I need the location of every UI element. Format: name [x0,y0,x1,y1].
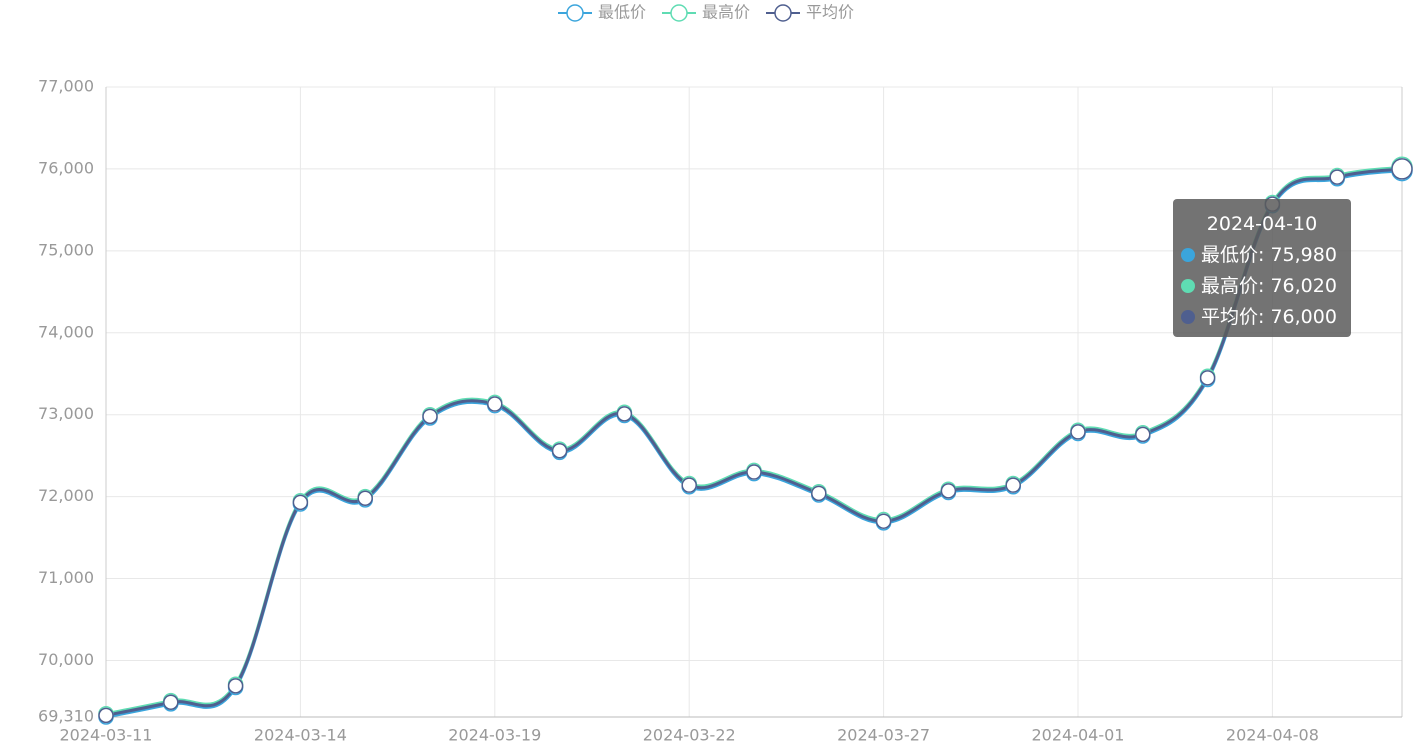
data-point [1199,370,1216,386]
data-point [422,408,438,425]
tooltip-row: 平均价: 76,000 [1181,302,1343,333]
data-point [98,707,114,724]
tooltip-dot [1181,310,1195,324]
data-point [1005,477,1021,493]
data-point [163,694,179,711]
y-tick-label: 74,000 [38,322,94,341]
y-tick-label: 76,000 [38,158,94,177]
x-tick-label: 2024-04-01 [1032,726,1125,745]
x-tick-label: 2024-03-19 [448,726,541,745]
legend-item: 平均价 [766,3,854,22]
y-tick-label: 71,000 [38,568,94,587]
x-tick-label: 2024-04-08 [1226,726,1319,745]
data-point [292,494,309,511]
tooltip: 2024-04-10 最低价: 75,980 最高价: 76,020 平均价: 76,… [1173,199,1351,337]
data-point [1329,169,1345,185]
y-tick-label: 69,310 [38,707,94,726]
legend-label: 最低价 [598,3,646,22]
x-tick-label: 2024-03-27 [837,726,930,745]
tooltip-row: 最高价: 76,020 [1181,271,1343,302]
x-tick-label: 2024-03-14 [254,726,347,745]
data-point [811,485,827,502]
tooltip-title: 2024-04-10 [1206,213,1318,235]
data-point [357,490,373,507]
legend-label: 最高价 [702,3,750,22]
data-point [551,442,568,459]
data-point [746,464,762,480]
y-tick-label: 77,000 [38,77,94,96]
data-point [940,483,957,499]
legend-item: 最高价 [662,3,750,22]
tooltip-row: 最低价: 75,980 [1181,240,1343,271]
legend-label: 平均价 [806,3,854,22]
tooltip-text: 平均价: 76,000 [1201,306,1337,328]
data-point [616,406,633,422]
tooltip-text: 最高价: 76,020 [1201,275,1337,297]
tooltip-text: 最低价: 75,980 [1201,244,1337,266]
tooltip-dot [1181,248,1195,262]
data-point [227,678,244,694]
legend-item: 最低价 [558,3,646,22]
data-point [1070,424,1086,440]
y-tick-label: 75,000 [38,240,94,259]
data-point [875,513,892,529]
data-point [1391,158,1413,180]
tooltip-dot [1181,279,1195,293]
y-tick-label: 72,000 [38,486,94,505]
data-point [1135,426,1151,443]
y-tick-label: 73,000 [38,404,94,423]
x-tick-label: 2024-03-22 [643,726,736,745]
legend-symbol [774,4,792,22]
legend-symbol [566,4,584,22]
x-tick-label: 2024-03-11 [60,726,153,745]
y-tick-label: 70,000 [38,650,94,669]
legend-symbol [670,4,688,22]
data-point [487,396,503,412]
data-point [681,477,697,493]
